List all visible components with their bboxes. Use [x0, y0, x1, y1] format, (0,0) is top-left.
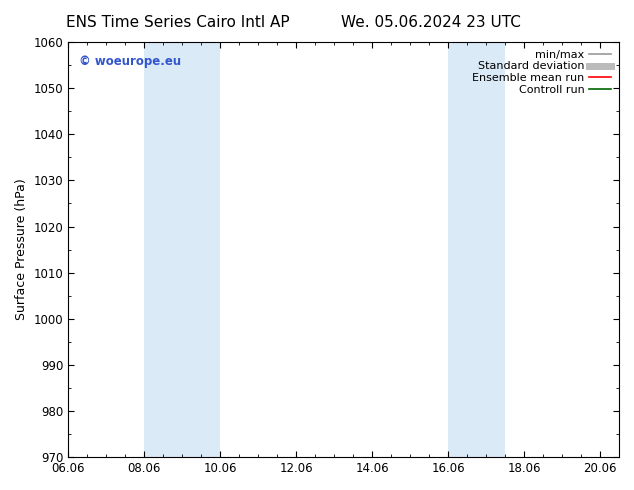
Text: © woeurope.eu: © woeurope.eu	[79, 54, 181, 68]
Bar	[144, 42, 220, 457]
Bar	[477, 42, 505, 457]
Bar	[448, 42, 477, 457]
Legend: min/max, Standard deviation, Ensemble mean run, Controll run: min/max, Standard deviation, Ensemble me…	[470, 48, 614, 97]
Text: ENS Time Series Cairo Intl AP: ENS Time Series Cairo Intl AP	[66, 15, 289, 30]
Text: We. 05.06.2024 23 UTC: We. 05.06.2024 23 UTC	[341, 15, 521, 30]
Y-axis label: Surface Pressure (hPa): Surface Pressure (hPa)	[15, 179, 28, 320]
